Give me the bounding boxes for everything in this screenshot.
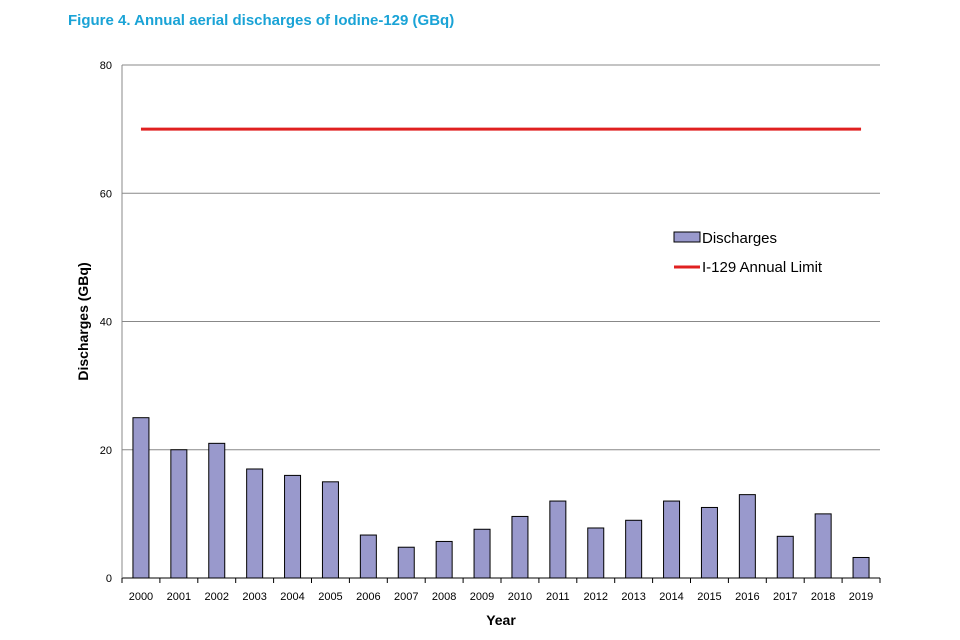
- x-tick-label: 2012: [584, 591, 608, 603]
- legend: Discharges I-129 Annual Limit: [673, 230, 823, 276]
- y-tick-label: 60: [100, 188, 112, 200]
- bar-2017: [776, 535, 794, 579]
- bar-2007: [397, 546, 415, 579]
- x-tick-label: 2019: [849, 591, 873, 603]
- bar-2016: [738, 494, 756, 579]
- x-tick-label: 2014: [659, 591, 683, 603]
- figure-title: Figure 4. Annual aerial discharges of Io…: [68, 12, 455, 29]
- x-tick-label: 2015: [697, 591, 721, 603]
- y-tick-label: 20: [100, 445, 112, 457]
- x-tick-labels: 2000 2001 2002 2003 2004 2005 2006 2007 2008 2009…: [121, 578, 881, 603]
- x-tick-label: 2009: [470, 591, 494, 603]
- x-tick-label: 2008: [432, 591, 456, 603]
- bar-2001: [170, 449, 188, 579]
- x-tick-label: 2003: [242, 591, 266, 603]
- y-axis-label: Discharges (GBq): [75, 262, 91, 380]
- gridlines: [122, 64, 880, 451]
- x-tick-label: 2011: [546, 591, 570, 603]
- y-tick-label: 40: [100, 317, 112, 329]
- x-tick-label: 2007: [394, 591, 418, 603]
- bar-2000: [132, 417, 150, 579]
- x-tick-label: 2010: [508, 591, 532, 603]
- x-tick-label: 2001: [167, 591, 191, 603]
- bar-2019: [852, 556, 870, 579]
- bar-2014: [663, 500, 681, 579]
- y-tick-label: 0: [106, 573, 112, 585]
- bar-2006: [359, 534, 377, 579]
- bar-2004: [284, 474, 302, 579]
- x-tick-label: 2017: [773, 591, 797, 603]
- bar-2008: [435, 540, 453, 579]
- legend-label-discharges: Discharges: [702, 230, 777, 247]
- bar-2013: [625, 519, 643, 579]
- bar-2011: [549, 500, 567, 579]
- x-tick-label: 2018: [811, 591, 835, 603]
- bar-2010: [511, 515, 529, 579]
- x-tick-label: 2016: [735, 591, 759, 603]
- bars: [132, 417, 870, 579]
- x-tick-label: 2013: [621, 591, 645, 603]
- bar-2009: [473, 528, 491, 579]
- bar-2018: [814, 513, 832, 579]
- bar-2012: [587, 527, 605, 579]
- x-axis-label: Year: [486, 612, 516, 628]
- bar-2003: [246, 468, 264, 579]
- x-tick-label: 2000: [129, 591, 153, 603]
- x-tick-label: 2002: [205, 591, 229, 603]
- bar-2005: [321, 481, 339, 579]
- y-tick-label: 80: [100, 60, 112, 72]
- x-tick-label: 2006: [356, 591, 380, 603]
- bar-2015: [700, 506, 718, 579]
- x-tick-label: 2004: [280, 591, 304, 603]
- bar-2002: [208, 442, 226, 579]
- legend-label-limit: I-129 Annual Limit: [702, 259, 823, 276]
- x-tick-label: 2005: [318, 591, 342, 603]
- y-tick-labels: 0 20 40 60 80: [100, 60, 112, 585]
- legend-swatch-discharges: [673, 231, 701, 243]
